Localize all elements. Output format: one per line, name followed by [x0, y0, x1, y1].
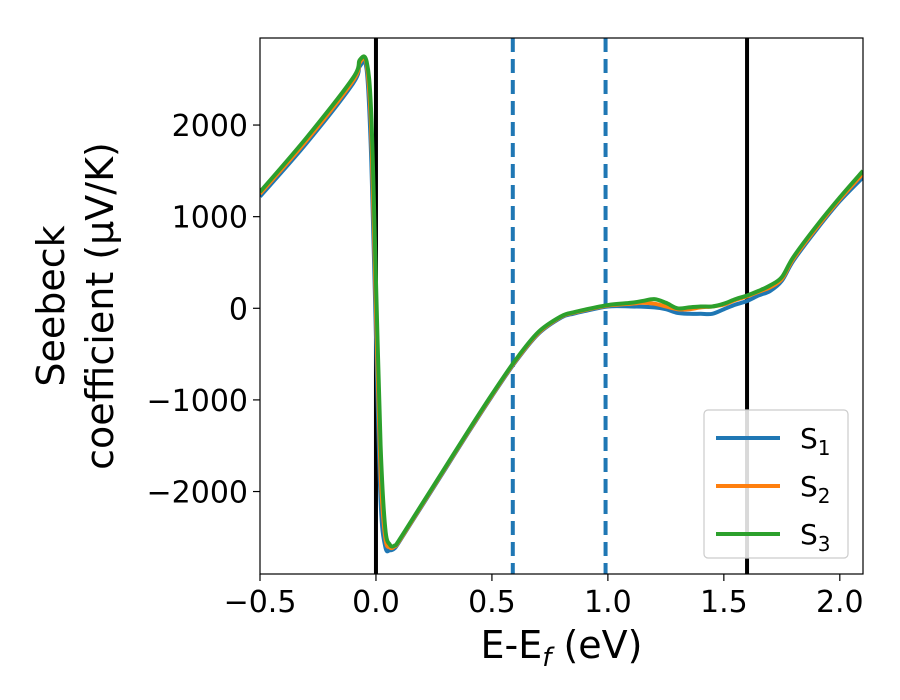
x-tick-label: 1.0 [584, 585, 632, 620]
y-tick-label: −2000 [147, 476, 248, 511]
x-tick-label: 0.0 [352, 585, 400, 620]
x-tick-label: −0.5 [224, 585, 297, 620]
legend-label-sub: 1 [818, 436, 831, 460]
series-lines [260, 54, 863, 554]
y-tick-label: 0 [229, 292, 248, 327]
plot-frame [259, 37, 864, 575]
x-axis-title-main: E-E [481, 623, 543, 667]
y-axis-title-line1: Seebeck [29, 225, 73, 386]
x-axis-ticks: −0.5 0.0 0.5 1.0 1.5 2.0 [224, 574, 864, 620]
y-axis-title-line2: coefficient (μV/K) [78, 142, 122, 470]
legend-label-main: S [800, 518, 818, 551]
y-tick-label: 2000 [172, 109, 248, 144]
y-tick-label: −1000 [147, 384, 248, 419]
x-tick-label: 0.5 [468, 585, 516, 620]
x-tick-label: 2.0 [816, 585, 864, 620]
legend-label-3: S3 [800, 518, 831, 556]
y-axis-title: Seebeck coefficient (μV/K) [29, 142, 122, 470]
y-axis-ticks: −2000 −1000 0 1000 2000 [147, 109, 260, 511]
x-axis-title: E-Ef (eV) [481, 623, 643, 673]
legend-label-sub: 3 [818, 532, 831, 556]
series-line-3 [260, 54, 863, 549]
legend-label-sub: 2 [818, 484, 831, 508]
y-tick-label: 1000 [172, 201, 248, 236]
x-axis-title-unit: (eV) [551, 623, 642, 667]
legend-label-main: S [800, 422, 818, 455]
x-tick-label: 1.5 [700, 585, 748, 620]
legend-label-main: S [800, 470, 818, 503]
legend-label-1: S1 [800, 422, 831, 460]
legend-label-2: S2 [800, 470, 831, 508]
